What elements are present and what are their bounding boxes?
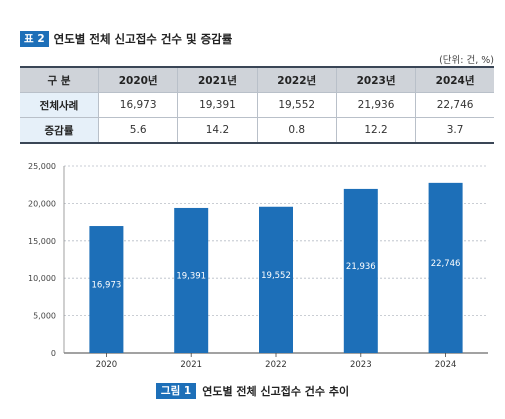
y-tick-label: 5,000 bbox=[33, 312, 56, 321]
table-cell: 3.7 bbox=[415, 117, 494, 144]
data-label: 19,552 bbox=[261, 271, 291, 281]
y-tick-label: 0 bbox=[51, 349, 56, 358]
table-cell: 12.2 bbox=[335, 117, 417, 144]
table-cell: 19,552 bbox=[256, 92, 337, 118]
row-label-total: 전체사례 bbox=[20, 92, 99, 118]
data-label: 19,391 bbox=[176, 271, 206, 281]
x-tick-label: 2023 bbox=[350, 360, 372, 370]
y-tick-label: 20,000 bbox=[28, 199, 56, 208]
table-cell: 19,391 bbox=[177, 92, 258, 118]
table-cell: 16,973 bbox=[97, 92, 179, 118]
y-tick-label: 15,000 bbox=[28, 237, 56, 246]
table-cell: 14.2 bbox=[177, 117, 258, 144]
table-cell: 0.8 bbox=[256, 117, 337, 144]
unit-note: (단위: 건, %) bbox=[439, 55, 494, 66]
table-header-row: 구 분 2020년 2021년 2022년 2023년 2024년 bbox=[20, 66, 494, 93]
x-tick-label: 2024 bbox=[435, 360, 457, 370]
bar-chart: 0 5,000 10,000 15,000 20,000 25,000 16,973 2020… bbox=[28, 162, 488, 370]
data-label: 22,746 bbox=[431, 259, 461, 269]
row-label-change-rate: 증감률 bbox=[20, 117, 99, 144]
x-tick-label: 2021 bbox=[180, 360, 202, 370]
y-tick-label: 10,000 bbox=[28, 274, 56, 283]
data-label: 16,973 bbox=[92, 281, 122, 291]
col-header-2021: 2021년 bbox=[177, 66, 258, 93]
bar bbox=[89, 226, 124, 353]
table-number-badge: 표 2 bbox=[20, 31, 49, 47]
col-header-2020: 2020년 bbox=[97, 66, 179, 93]
col-header-2024: 2024년 bbox=[415, 66, 494, 93]
table-title: 연도별 전체 신고접수 건수 및 증감률 bbox=[53, 32, 233, 46]
table-row: 증감률 5.6 14.2 0.8 12.2 3.7 bbox=[20, 117, 494, 144]
figure-title: 연도별 전체 신고접수 건수 추이 bbox=[202, 385, 350, 398]
table-cell: 21,936 bbox=[335, 92, 417, 118]
bar bbox=[174, 207, 209, 353]
data-label: 21,936 bbox=[346, 262, 376, 272]
table-cell: 5.6 bbox=[97, 117, 179, 144]
table-caption: 표 2 연도별 전체 신고접수 건수 및 증감률 bbox=[20, 31, 232, 47]
figure-number-badge: 그림 1 bbox=[155, 383, 197, 399]
x-tick-label: 2022 bbox=[265, 360, 287, 370]
bar bbox=[343, 188, 378, 353]
header-label: 구 분 bbox=[20, 66, 99, 93]
bar bbox=[428, 182, 463, 353]
col-header-2023: 2023년 bbox=[335, 66, 417, 93]
stats-table: 구 분 2020년 2021년 2022년 2023년 2024년 전체사례 1… bbox=[20, 66, 494, 144]
table-row: 전체사례 16,973 19,391 19,552 21,936 22,746 bbox=[20, 92, 494, 118]
y-tick-label: 25,000 bbox=[28, 162, 56, 171]
table-cell: 22,746 bbox=[415, 92, 494, 118]
x-tick-label: 2020 bbox=[96, 360, 118, 370]
col-header-2022: 2022년 bbox=[256, 66, 337, 93]
bar bbox=[259, 206, 293, 353]
figure-caption: 그림 1 연도별 전체 신고접수 건수 추이 bbox=[0, 383, 505, 399]
